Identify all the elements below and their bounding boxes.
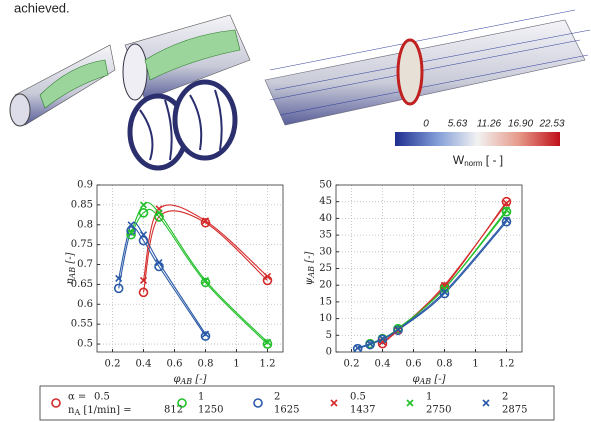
rotor-rendering <box>10 15 250 168</box>
x-tick-label: 0.4 <box>375 359 391 370</box>
colorbar-tick-label: 16.90 <box>508 119 533 130</box>
flow-rendering <box>265 10 590 125</box>
label-part: ψ <box>304 277 315 285</box>
series-line <box>119 228 206 336</box>
page: achieved. Wnorm [ - ] 0 5.63 11.26 16.90 22.… <box>0 0 591 422</box>
x-tick-label: 0.6 <box>167 359 183 370</box>
legend-speed: 1250 <box>198 405 223 416</box>
legend-speed: 2875 <box>502 405 527 416</box>
y-tick-label: 20 <box>319 280 332 291</box>
y-tick-label: 30 <box>319 246 332 257</box>
y-tick-label: 15 <box>319 296 332 307</box>
y-tick-label: 0.55 <box>71 319 93 330</box>
label-part: AB <box>307 266 316 279</box>
colorbar-tick-label: 5.63 <box>448 119 468 130</box>
label-part: [-] <box>65 252 76 266</box>
x-tick-label: 1.2 <box>499 359 515 370</box>
label-part: [-] <box>304 251 315 265</box>
legend-name: 1 <box>198 392 204 403</box>
x-tick-label: 1.2 <box>260 359 276 370</box>
y-tick-label: 0.7 <box>77 259 93 270</box>
colorbar <box>395 132 560 146</box>
figure: achieved. Wnorm [ - ] 0 5.63 11.26 16.90 22.… <box>0 0 591 422</box>
legend-name: 2 <box>274 392 280 403</box>
colorbar-tick-label: 22.53 <box>538 119 564 130</box>
series-line <box>131 203 267 342</box>
y-axis-label: ηAB [-] <box>65 252 78 284</box>
y-tick-label: 50 <box>319 180 332 191</box>
y-tick-label: 45 <box>319 196 332 207</box>
y-tick-label: 10 <box>319 313 332 324</box>
y-tick-label: 25 <box>319 263 332 274</box>
label-part: [-] <box>192 374 206 385</box>
legend-name: 0.5 <box>350 392 366 403</box>
intro-text: achieved. <box>14 0 70 15</box>
y-axis-label: ψAB [-] <box>304 251 317 285</box>
x-tick-label: 0.4 <box>136 359 152 370</box>
colorbar-tick-label: 0 <box>423 119 429 130</box>
label-part: [ - ] <box>482 153 503 167</box>
label-part: φ <box>173 374 180 385</box>
label-part: AB <box>68 267 77 280</box>
legend-name: 0.5 <box>94 392 110 403</box>
y-tick-label: 0.75 <box>71 239 93 250</box>
x-tick-label: 1 <box>472 359 478 370</box>
x-tick-label: 0.8 <box>437 359 453 370</box>
label-part: φ <box>412 374 419 385</box>
y-tick-label: 0 <box>326 347 332 358</box>
plot-area <box>354 198 511 353</box>
y-tick-label: 35 <box>319 230 332 241</box>
x-tick-label: 0.8 <box>198 359 214 370</box>
x-tick-label: 1 <box>233 359 239 370</box>
y-tick-label: 0.9 <box>77 180 93 191</box>
x-axis-label: φAB [-] <box>412 374 445 387</box>
x-tick-label: 0.2 <box>344 359 360 370</box>
legend-name: 1 <box>426 392 432 403</box>
label-part: norm <box>464 159 483 168</box>
y-tick-label: 0.8 <box>77 219 93 230</box>
colorbar-label: Wnorm [ - ] <box>453 153 503 168</box>
legend-name: 2 <box>502 392 508 403</box>
legend-speed: 2750 <box>426 405 451 416</box>
y-tick-label: 5 <box>326 330 332 341</box>
y-tick-label: 0.6 <box>77 299 93 310</box>
y-tick-label: 0.5 <box>77 339 93 350</box>
legend-speed: 1625 <box>274 405 299 416</box>
label-part: [1/min] = <box>80 405 131 416</box>
y-tick-label: 40 <box>319 213 332 224</box>
x-tick-label: 0.6 <box>406 359 422 370</box>
legend-speed: 1437 <box>350 405 375 416</box>
y-tick-label: 0.85 <box>71 199 93 210</box>
label-part: W <box>453 153 465 167</box>
label-part: AB <box>418 377 431 386</box>
label-part: [-] <box>431 374 445 385</box>
plot-area <box>115 202 272 348</box>
legend-alpha-label: α = <box>68 392 86 403</box>
x-tick-label: 0.2 <box>105 359 121 370</box>
x-axis-label: φAB [-] <box>173 374 206 387</box>
colorbar-tick-label: 11.26 <box>477 119 502 130</box>
label-part: AB <box>179 377 192 386</box>
